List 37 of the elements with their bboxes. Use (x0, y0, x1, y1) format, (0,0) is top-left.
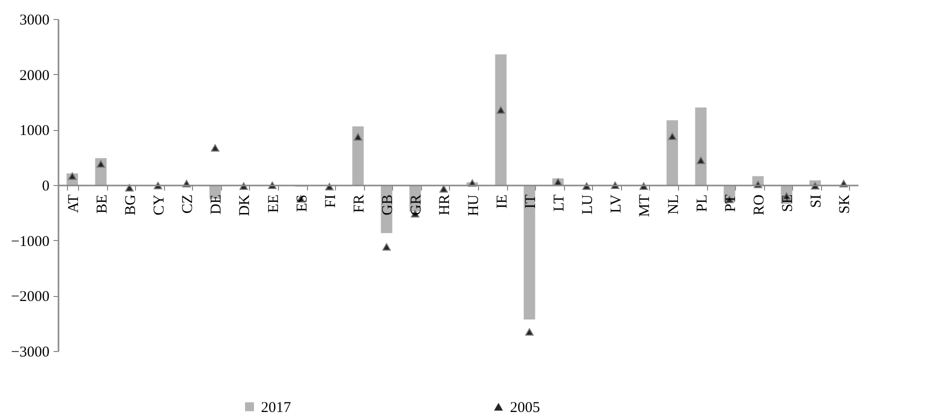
x-tick-label: PL (694, 194, 710, 212)
y-tick-label: 0 (42, 178, 50, 194)
x-tick-label: IT (522, 194, 539, 209)
x-tick-label: EE (266, 194, 282, 213)
y-tick-label: 2000 (20, 68, 50, 84)
legend-label: 2005 (510, 400, 540, 416)
x-tick-label: AT (66, 194, 82, 213)
x-tick-label: DE (208, 194, 225, 214)
x-tick-label: CY (152, 194, 168, 216)
x-tick-label: HR (437, 194, 454, 216)
x-tick-label: LU (580, 194, 596, 214)
x-tick-label: SE (780, 194, 796, 212)
y-tick-label: −1000 (11, 234, 50, 250)
x-tick-label: FR (352, 194, 368, 213)
x-tick-label: BE (94, 194, 110, 214)
x-tick-label: LV (608, 194, 625, 214)
y-tick-label: −2000 (11, 289, 50, 306)
x-tick-label: MT (637, 194, 654, 217)
y-tick-label: 1000 (20, 123, 50, 140)
x-tick-label: RO (752, 194, 768, 216)
x-tick-label: CZ (180, 194, 196, 214)
x-tick-label: SI (808, 194, 825, 208)
y-tick-label: 3000 (20, 12, 50, 28)
x-tick-label: LT (552, 194, 568, 212)
x-tick-label: IE (494, 194, 510, 209)
x-tick-label: NL (666, 194, 682, 214)
x-tick-label: DK (237, 194, 254, 216)
x-tick-label: FI (322, 194, 339, 208)
y-tick-label: −3000 (11, 344, 50, 360)
x-tick-label: HU (466, 194, 482, 216)
x-tick-label: GR (408, 194, 425, 216)
x-tick-label: GB (380, 194, 396, 216)
legend-label: 2017 (261, 400, 292, 416)
x-tick-label: PT (722, 194, 739, 212)
x-tick-label: ES (294, 194, 310, 212)
x-tick-label: BG (122, 194, 139, 216)
x-tick-label: SK (837, 194, 854, 214)
